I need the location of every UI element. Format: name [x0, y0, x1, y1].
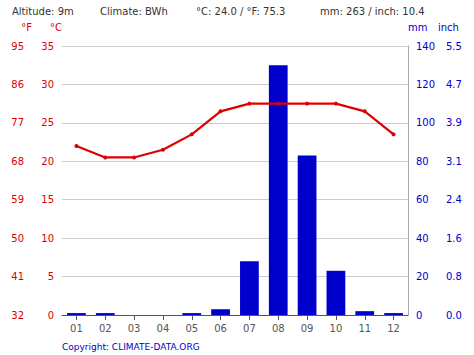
svg-text:60: 60: [416, 194, 429, 205]
svg-text:4.7: 4.7: [446, 79, 462, 90]
svg-text:59: 59: [11, 194, 24, 205]
svg-text:inch: inch: [438, 22, 459, 33]
svg-text:80: 80: [416, 156, 429, 167]
svg-text:20: 20: [41, 156, 54, 167]
svg-text:140: 140: [416, 41, 435, 52]
svg-text:0: 0: [48, 310, 54, 321]
svg-text:10: 10: [330, 323, 343, 334]
svg-text:32: 32: [11, 310, 24, 321]
svg-text:12: 12: [387, 323, 400, 334]
svg-text:Climate: BWh: Climate: BWh: [100, 6, 168, 17]
svg-text:15: 15: [41, 194, 54, 205]
svg-text:41: 41: [11, 271, 24, 282]
svg-text:°C: 24.0 / °F: 75.3: °C: 24.0 / °F: 75.3: [196, 6, 285, 17]
svg-text:30: 30: [41, 79, 54, 90]
svg-text:09: 09: [301, 323, 314, 334]
svg-text:Copyright: CLIMATE-DATA.ORG: Copyright: CLIMATE-DATA.ORG: [62, 342, 200, 352]
svg-text:05: 05: [185, 323, 198, 334]
svg-text:2.4: 2.4: [446, 194, 462, 205]
svg-text:07: 07: [243, 323, 256, 334]
svg-text:°F: °F: [21, 22, 32, 33]
svg-text:mm: 263 / inch: 10.4: mm: 263 / inch: 10.4: [320, 6, 425, 17]
svg-text:50: 50: [11, 233, 24, 244]
svg-text:95: 95: [11, 41, 24, 52]
svg-text:0.0: 0.0: [446, 310, 462, 321]
svg-text:11: 11: [358, 323, 371, 334]
svg-text:25: 25: [41, 117, 54, 128]
svg-text:3.9: 3.9: [446, 117, 462, 128]
svg-text:06: 06: [214, 323, 227, 334]
svg-text:100: 100: [416, 117, 435, 128]
svg-text:08: 08: [272, 323, 285, 334]
svg-text:35: 35: [41, 41, 54, 52]
svg-text:mm: mm: [408, 22, 427, 33]
svg-text:03: 03: [128, 323, 141, 334]
svg-text:01: 01: [70, 323, 83, 334]
svg-text:68: 68: [11, 156, 24, 167]
svg-text:77: 77: [11, 117, 24, 128]
svg-text:3.1: 3.1: [446, 156, 462, 167]
svg-text:5.5: 5.5: [446, 41, 462, 52]
svg-text:°C: °C: [50, 22, 62, 33]
svg-text:Altitude: 9m: Altitude: 9m: [12, 6, 74, 17]
svg-text:1.6: 1.6: [446, 233, 462, 244]
svg-text:86: 86: [11, 79, 24, 90]
svg-text:40: 40: [416, 233, 429, 244]
svg-text:5: 5: [48, 271, 54, 282]
svg-text:0.8: 0.8: [446, 271, 462, 282]
svg-text:04: 04: [157, 323, 170, 334]
svg-text:02: 02: [99, 323, 112, 334]
svg-text:20: 20: [416, 271, 429, 282]
svg-text:10: 10: [41, 233, 54, 244]
svg-text:120: 120: [416, 79, 435, 90]
svg-text:0: 0: [416, 310, 422, 321]
